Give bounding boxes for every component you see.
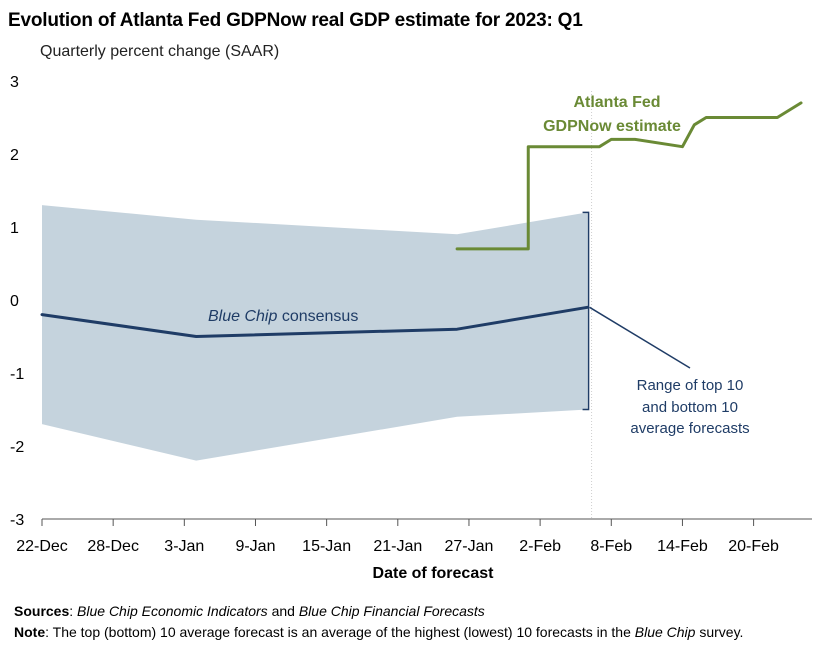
consensus-annotation-rest: consensus xyxy=(277,308,358,325)
x-tick-label: 20-Feb xyxy=(728,538,779,555)
consensus-line xyxy=(40,305,590,338)
range-band-layer xyxy=(42,91,593,519)
y-tick-label: -1 xyxy=(10,366,24,383)
x-axis-label: Date of forecast xyxy=(373,565,495,582)
consensus-annotation: Blue Chip consensus xyxy=(208,308,358,325)
y-tick-label: 2 xyxy=(10,147,19,164)
gdpnow-annotation-line2: GDPNow estimate xyxy=(543,118,681,135)
gdpnow-annotation-line1: Atlanta Fed xyxy=(573,94,660,111)
y-tick-label: 1 xyxy=(10,220,19,237)
series-layer xyxy=(40,101,803,369)
chart-title: Evolution of Atlanta Fed GDPNow real GDP… xyxy=(8,10,583,31)
note-text: : The top (bottom) 10 average forecast i… xyxy=(45,624,635,640)
range-leader-line xyxy=(589,306,691,369)
sources-sep: : xyxy=(69,603,78,619)
x-tick-label: 28-Dec xyxy=(87,538,139,555)
x-tick-label: 3-Jan xyxy=(164,538,204,555)
x-tick-label: 21-Jan xyxy=(373,538,422,555)
footnote-sources: Sources: Blue Chip Economic Indicators a… xyxy=(14,603,485,619)
x-tick-label: 9-Jan xyxy=(235,538,275,555)
consensus-annotation-italic: Blue Chip xyxy=(208,308,277,325)
note-end: survey. xyxy=(695,624,744,640)
sources-label: Sources xyxy=(14,603,70,619)
range-annotation-line1: Range of top 10 xyxy=(637,377,744,394)
note-italic: Blue Chip xyxy=(634,624,696,640)
chart-canvas: 3 2 1 0 -1 -2 -3 22-Dec 28-Dec 3-Jan 9-Jan 15-Jan 21… xyxy=(10,74,812,582)
y-tick-label: -2 xyxy=(10,439,24,456)
chart-subtitle: Quarterly percent change (SAAR) xyxy=(40,43,280,60)
sources-italic-2: Blue Chip Financial Forecasts xyxy=(298,603,485,619)
footnote-note: Note: The top (bottom) 10 average foreca… xyxy=(14,624,743,640)
y-tick-label: -3 xyxy=(10,512,24,529)
axes-layer: 3 2 1 0 -1 -2 -3 22-Dec 28-Dec 3-Jan 9-Jan 15-Jan 21… xyxy=(10,74,812,555)
y-tick-label: 0 xyxy=(10,293,19,310)
x-tick-label: 14-Feb xyxy=(657,538,708,555)
x-tick-label: 2-Feb xyxy=(519,538,561,555)
sources-and: and xyxy=(267,603,299,619)
range-annotation-line3: average forecasts xyxy=(630,420,749,437)
x-tick-label: 15-Jan xyxy=(302,538,351,555)
range-bracket xyxy=(582,211,590,411)
sources-italic-1: Blue Chip Economic Indicators xyxy=(77,603,268,619)
x-tick-label: 27-Jan xyxy=(444,538,493,555)
note-label: Note xyxy=(14,624,46,640)
gdpnow-line xyxy=(455,101,803,251)
x-tick-label: 8-Feb xyxy=(590,538,632,555)
x-tick-label: 22-Dec xyxy=(16,538,68,555)
range-annotation-line2: and bottom 10 xyxy=(642,399,738,416)
y-tick-label: 3 xyxy=(10,74,19,91)
annotation-layer: Atlanta Fed GDPNow estimate Blue Chip co… xyxy=(208,94,750,582)
